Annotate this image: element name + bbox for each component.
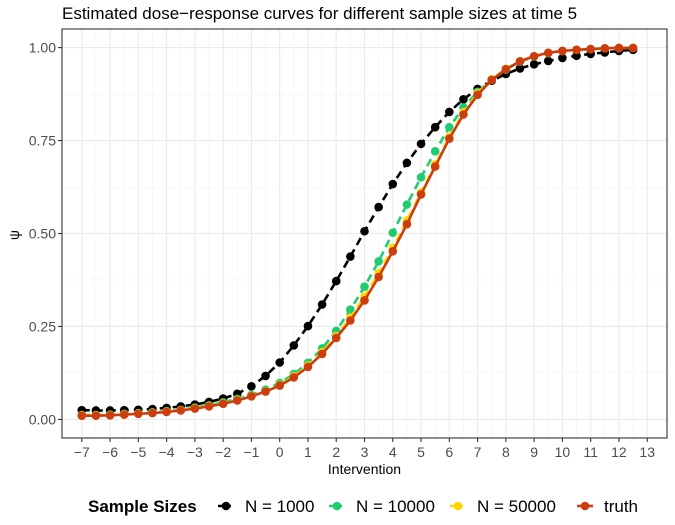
legend-item-1: N = 1000 — [218, 497, 314, 516]
axes: 0.000.250.500.751.00−7 −6 −5 −4 −3 −2 −1 0 1 2 3 4 5… — [29, 40, 655, 460]
x-tick-label: 8 — [502, 444, 510, 460]
x-tick-label: 5 — [417, 444, 425, 460]
legend-key-point — [221, 501, 231, 511]
x-axis-label: Intervention — [328, 461, 401, 477]
y-tick-label: 0.25 — [29, 318, 56, 334]
grid-lines — [62, 29, 667, 438]
x-tick-label: −4 — [159, 444, 175, 460]
legend-key-point — [453, 501, 463, 511]
x-tick-label: −7 — [74, 444, 90, 460]
legend-label: N = 50000 — [477, 497, 556, 516]
series-layer — [77, 43, 638, 420]
x-tick-label: 10 — [555, 444, 571, 460]
x-tick-label: 0 — [276, 444, 284, 460]
series-4-line — [81, 46, 634, 417]
legend: Sample Sizes N = 1000 N = 10000 N = 50000 t… — [88, 497, 638, 516]
x-tick-label: −3 — [187, 444, 203, 460]
x-tick-label: 9 — [530, 444, 538, 460]
y-tick-label: 0.50 — [29, 226, 56, 242]
x-tick-label: 1 — [304, 444, 312, 460]
series-4 — [77, 43, 638, 420]
x-tick-label: 12 — [611, 444, 627, 460]
x-tick-label: 6 — [445, 444, 453, 460]
legend-title: Sample Sizes — [88, 497, 197, 516]
x-tick-label: 4 — [389, 444, 397, 460]
series-4-point — [628, 43, 638, 53]
y-tick-label: 0.75 — [29, 133, 56, 149]
legend-item-4: truth — [577, 497, 638, 516]
legend-label: truth — [604, 497, 638, 516]
series-1-point — [515, 64, 525, 73]
series-4-point — [77, 411, 87, 420]
x-tick-label: 3 — [361, 444, 369, 460]
x-tick-label: −6 — [102, 444, 118, 460]
y-tick-label: 1.00 — [29, 40, 56, 56]
x-tick-label: −1 — [243, 444, 259, 460]
x-tick-label: −5 — [130, 444, 146, 460]
legend-item-3: N = 50000 — [450, 497, 556, 516]
series-2-point — [402, 200, 412, 209]
legend-label: N = 10000 — [356, 497, 435, 516]
series-1 — [77, 45, 638, 415]
y-axis-label: ψ — [6, 230, 22, 240]
legend-key-point — [580, 501, 590, 511]
legend-key-point — [332, 501, 342, 511]
y-tick-label: 0.00 — [29, 411, 56, 427]
chart-title: Estimated dose−response curves for diffe… — [62, 4, 577, 23]
x-tick-label: −2 — [215, 444, 231, 460]
series-1-line — [81, 48, 634, 412]
x-tick-label: 13 — [639, 444, 655, 460]
legend-item-2: N = 10000 — [329, 497, 435, 516]
legend-label: N = 1000 — [245, 497, 314, 516]
x-tick-label: 2 — [332, 444, 340, 460]
x-tick-label: 7 — [474, 444, 482, 460]
x-tick-label: 11 — [583, 444, 598, 460]
